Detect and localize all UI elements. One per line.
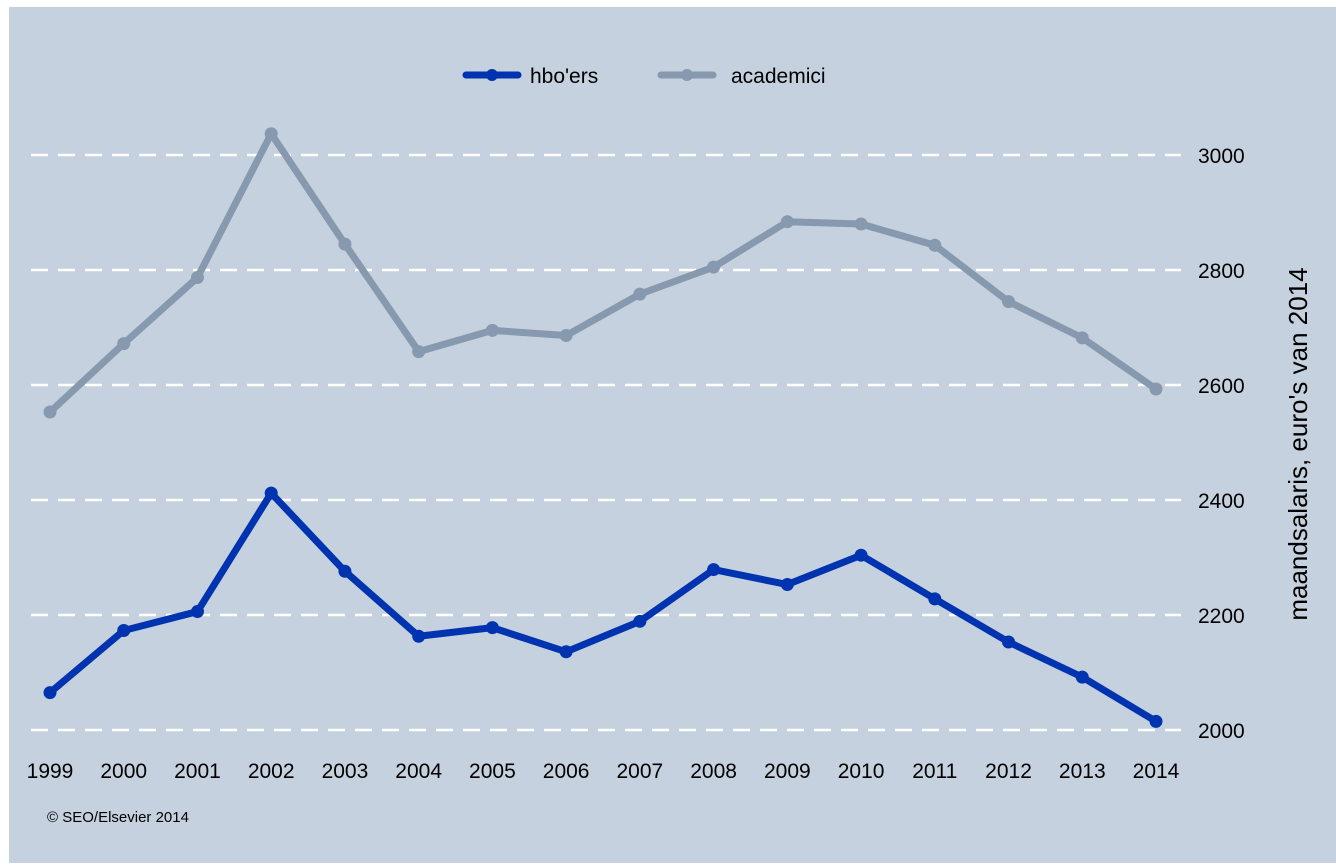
x-tick-label: 2007 xyxy=(617,760,664,783)
x-tick-label: 2012 xyxy=(985,760,1032,783)
series-line xyxy=(46,489,1160,725)
data-point xyxy=(1002,635,1016,649)
data-point xyxy=(707,563,721,577)
chart-panel: 2000 2200 2400 2600 2800 3000 1999 2000 2001 200… xyxy=(9,7,1336,863)
legend-label-academici: academici xyxy=(731,65,826,88)
data-point xyxy=(1149,382,1163,396)
data-point xyxy=(559,329,573,343)
data-point xyxy=(264,486,278,500)
legend-marker-hbo xyxy=(486,69,498,81)
data-point xyxy=(1075,331,1089,345)
data-point xyxy=(559,645,573,659)
x-tick-label: 2003 xyxy=(322,760,369,783)
data-point xyxy=(1002,295,1016,309)
data-point xyxy=(412,345,426,359)
legend-marker-academici xyxy=(681,69,693,81)
x-tick-label: 2002 xyxy=(248,760,295,783)
y-tick-label: 2600 xyxy=(1198,375,1245,398)
series-1 xyxy=(43,127,1163,419)
x-tick-label: 2000 xyxy=(100,760,147,783)
data-point xyxy=(190,605,204,619)
data-point xyxy=(633,614,647,628)
x-tick-label: 2006 xyxy=(543,760,590,783)
y-tick-label: 2400 xyxy=(1198,490,1245,513)
data-point xyxy=(1149,714,1163,728)
x-tick-label: 2005 xyxy=(469,760,516,783)
y-axis-label: maandsalaris, euro's van 2014 xyxy=(1283,267,1313,620)
data-point xyxy=(485,621,499,635)
y-tick-label: 3000 xyxy=(1198,145,1245,168)
y-tick-label: 2000 xyxy=(1198,720,1245,743)
data-point xyxy=(43,686,57,700)
data-point xyxy=(412,629,426,643)
series-lines xyxy=(43,127,1163,728)
x-axis-ticks: 1999 2000 2001 2002 2003 2004 2005 2006 2007 2008… xyxy=(27,760,1180,783)
data-point xyxy=(117,624,131,638)
data-point xyxy=(338,237,352,251)
data-point xyxy=(485,323,499,337)
x-tick-label: 2009 xyxy=(764,760,811,783)
x-tick-label: 2011 xyxy=(912,760,957,783)
y-tick-label: 2200 xyxy=(1198,605,1245,628)
data-point xyxy=(190,270,204,284)
y-axis-ticks: 2000 2200 2400 2600 2800 3000 xyxy=(1198,145,1245,743)
legend-label-hbo: hbo'ers xyxy=(530,65,598,88)
legend: hbo'ers academici xyxy=(462,65,826,88)
data-point xyxy=(633,287,647,301)
x-tick-label: 2004 xyxy=(395,760,442,783)
data-point xyxy=(854,217,868,231)
x-tick-label: 2010 xyxy=(838,760,885,783)
data-point xyxy=(264,127,278,141)
data-point xyxy=(928,238,942,252)
data-point xyxy=(117,337,131,351)
data-point xyxy=(780,578,794,592)
data-point xyxy=(338,564,352,578)
x-tick-label: 2001 xyxy=(174,760,221,783)
x-tick-label: 2008 xyxy=(690,760,737,783)
data-point xyxy=(707,260,721,274)
x-tick-label: 1999 xyxy=(27,760,74,783)
series-line xyxy=(46,130,1160,416)
series-0 xyxy=(43,486,1163,728)
gridlines xyxy=(31,153,1181,732)
data-point xyxy=(43,405,57,419)
x-tick-label: 2013 xyxy=(1059,760,1106,783)
x-tick-label: 2014 xyxy=(1133,760,1180,783)
data-point xyxy=(1075,670,1089,684)
line-chart: 2000 2200 2400 2600 2800 3000 1999 2000 2001 200… xyxy=(27,65,1313,826)
data-point xyxy=(854,548,868,562)
y-tick-label: 2800 xyxy=(1198,260,1245,283)
data-point xyxy=(928,592,942,606)
data-point xyxy=(780,215,794,229)
copyright-note: © SEO/Elsevier 2014 xyxy=(47,809,189,826)
